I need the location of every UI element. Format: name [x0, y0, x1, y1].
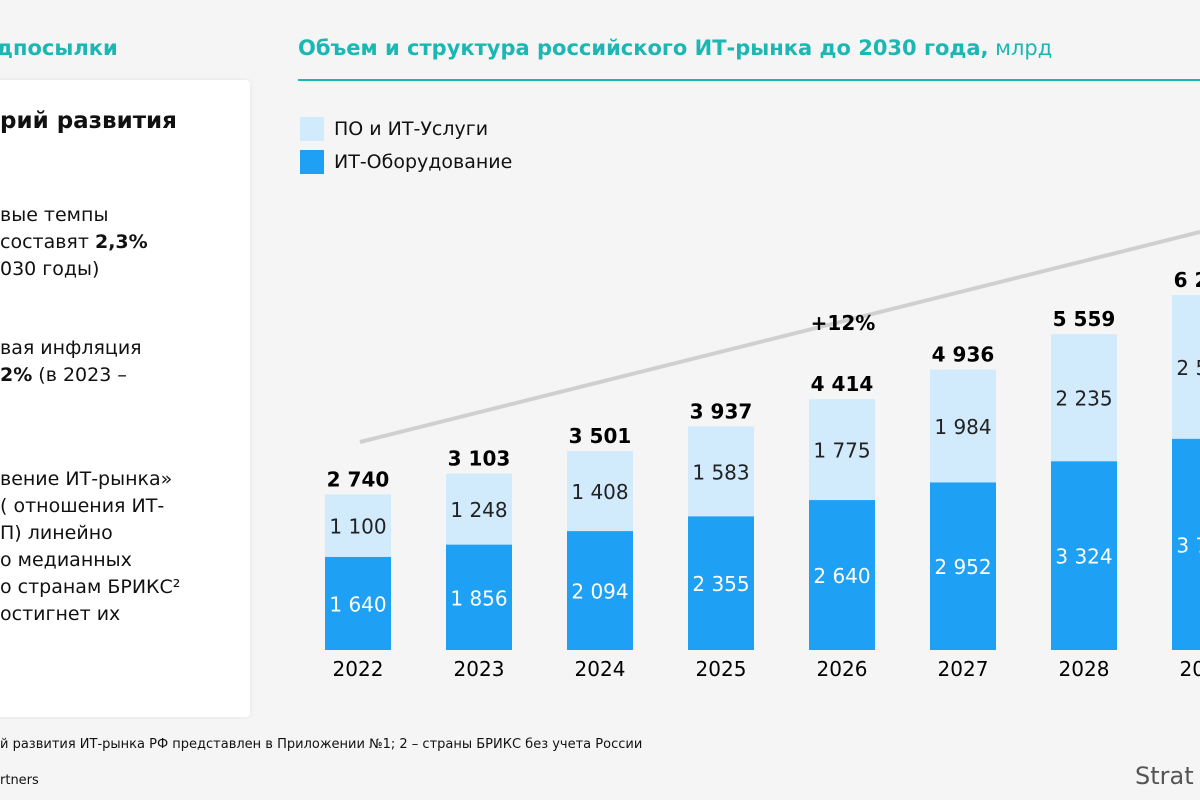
bar-hardware [930, 482, 996, 650]
label-total: 3 937 [690, 399, 753, 423]
label-hardware: 3 720 [1176, 533, 1200, 557]
label-hardware: 1 640 [329, 592, 386, 616]
p1-bold: 2,3% [94, 231, 148, 253]
growth-annotation: +12% [811, 311, 876, 335]
title-divider [298, 79, 1200, 81]
label-hardware: 2 640 [813, 564, 870, 588]
bar-hardware [446, 544, 512, 650]
p2-bold: 2% [0, 364, 33, 386]
legend-item-software: ПО и ИТ-Услуги [300, 117, 488, 141]
bar-software [809, 399, 875, 501]
label-total: 3 103 [448, 447, 511, 471]
bar-software [930, 369, 996, 483]
source-note: rtners [0, 773, 39, 788]
legend-label: ПО и ИТ-Услуги [334, 118, 489, 140]
bar-hardware [325, 556, 391, 650]
label-total: 4 414 [811, 372, 874, 396]
panel-paragraph-1: вые темпы составят 2,3% 030 годы) [0, 202, 148, 283]
label-total: 3 501 [569, 424, 632, 448]
label-software: 1 408 [571, 480, 628, 504]
x-tick-label: 2022 [333, 657, 384, 681]
legend-swatch-hardware [300, 150, 324, 174]
p1-text: составят [0, 231, 95, 253]
panel-paragraph-3: вение ИТ-рынка» ( отношения ИТ- П) линей… [0, 466, 180, 628]
label-hardware: 2 952 [934, 555, 991, 579]
label-hardware: 1 856 [450, 586, 507, 610]
label-hardware: 2 094 [571, 580, 628, 604]
assumptions-panel [0, 80, 250, 717]
bar-hardware [688, 516, 754, 650]
p3-line: П) линейно [0, 522, 113, 544]
legend-label: ИТ-Оборудование [334, 151, 513, 173]
bar-hardware [1051, 461, 1117, 650]
bar-software [446, 473, 512, 545]
p3-line: о медианных [0, 549, 132, 571]
bar-software [567, 451, 633, 532]
panel-paragraph-2: вая инфляция 2% (в 2023 – [0, 335, 142, 389]
p1-line: составят 2,3% [0, 229, 148, 256]
x-tick-label: 2023 [454, 657, 505, 681]
p3-line: о странам БРИКС² [0, 576, 181, 598]
brand-logo: Strat [1135, 762, 1194, 790]
footnote: й развития ИТ-рынка РФ представлен в При… [0, 737, 643, 752]
left-section-header: дпосылки [0, 36, 118, 60]
label-software: 2 530 [1176, 356, 1200, 380]
label-total: 2 740 [327, 467, 390, 491]
p1-line: вые темпы [0, 204, 109, 226]
label-total: 5 559 [1053, 307, 1116, 331]
x-tick-label: 2027 [938, 657, 989, 681]
x-tick-label: 2029 [1180, 657, 1200, 681]
label-software: 1 984 [934, 415, 991, 439]
label-software: 1 583 [692, 460, 749, 484]
x-tick-label: 2025 [696, 657, 747, 681]
chart-title: Объем и структура российского ИТ-рынка д… [298, 36, 1052, 60]
bar-hardware [809, 500, 875, 650]
p2-text: (в 2023 – [32, 364, 127, 386]
label-software: 1 775 [813, 439, 870, 463]
p2-line: 2% (в 2023 – [0, 362, 142, 389]
bar-software [325, 494, 391, 557]
legend-item-hardware: ИТ-Оборудование [300, 150, 512, 174]
label-software: 1 248 [450, 498, 507, 522]
label-total: 6 250 [1174, 268, 1200, 292]
x-tick-label: 2024 [575, 657, 626, 681]
p1-line: 030 годы) [0, 258, 100, 280]
bar-hardware [567, 531, 633, 650]
label-hardware: 3 324 [1055, 545, 1112, 569]
bar-software [1172, 295, 1200, 439]
p3-line: ( отношения ИТ- [0, 495, 165, 517]
bar-hardware [1172, 438, 1200, 650]
legend-swatch-software [300, 117, 324, 141]
label-total: 4 936 [932, 343, 995, 367]
bar-software [688, 426, 754, 517]
x-tick-label: 2026 [817, 657, 868, 681]
label-software: 1 100 [329, 515, 386, 539]
bar-software [1051, 334, 1117, 462]
chart-title-text: Объем и структура российского ИТ-рынка д… [298, 36, 989, 60]
label-hardware: 2 355 [692, 572, 749, 596]
panel-heading: рий развития [0, 108, 177, 134]
p2-line: вая инфляция [0, 337, 142, 359]
chart-title-unit: млрд [988, 36, 1053, 60]
label-software: 2 235 [1055, 387, 1112, 411]
p3-line: вение ИТ-рынка» [0, 468, 173, 490]
p3-line: остигнет их [0, 603, 121, 625]
x-tick-label: 2028 [1059, 657, 1110, 681]
trend-line [359, 230, 1200, 444]
